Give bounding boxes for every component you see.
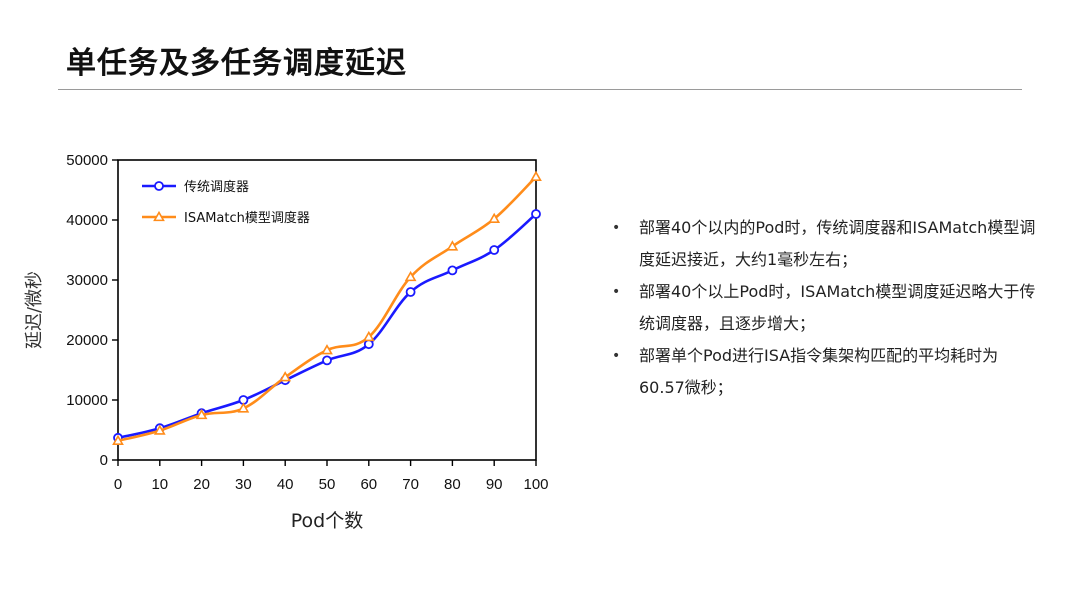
y-tick-label: 50000 [66, 152, 108, 169]
x-axis-title: Pod个数 [291, 510, 363, 532]
data-point [321, 344, 333, 355]
x-tick-label: 100 [523, 476, 548, 493]
series-2 [112, 170, 542, 445]
data-point [489, 245, 500, 255]
data-point [322, 355, 332, 366]
data-point [447, 265, 458, 276]
x-tick-label: 40 [277, 476, 294, 493]
x-tick-label: 10 [151, 476, 168, 493]
bullet-list: 部署40个以内的Pod时，传统调度器和ISAMatch模型调度延迟接近，大约1毫… [612, 212, 1042, 404]
y-tick-label: 20000 [66, 332, 108, 349]
slide-title: 单任务及多任务调度延迟 [66, 46, 407, 81]
data-point [405, 287, 416, 297]
x-tick-label: 60 [360, 476, 377, 493]
data-point [362, 330, 375, 342]
y-tick-label: 10000 [66, 392, 108, 409]
legend-label: 传统调度器 [184, 179, 249, 195]
bullet-item: 部署40个以内的Pod时，传统调度器和ISAMatch模型调度延迟接近，大约1毫… [612, 212, 1042, 276]
legend: 传统调度器 ISAMatch模型调度器 [142, 179, 310, 226]
y-tick-label: 30000 [66, 272, 108, 289]
y-tick-label: 40000 [66, 212, 108, 229]
data-point [530, 170, 542, 181]
data-point [404, 270, 417, 282]
x-tick-label: 80 [444, 476, 461, 493]
data-point [153, 424, 166, 435]
x-tick-label: 90 [486, 476, 503, 493]
data-point [195, 408, 208, 420]
x-tick-label: 50 [319, 476, 336, 493]
legend-marker [154, 181, 164, 191]
bullet-item: 部署40个以上Pod时，ISAMatch模型调度延迟略大于传统调度器，且逐步增大… [612, 276, 1042, 340]
data-point [279, 371, 292, 382]
x-tick-label: 0 [114, 476, 122, 493]
bullet-item: 部署单个Pod进行ISA指令集架构匹配的平均耗时为60.57微秒； [612, 340, 1042, 404]
data-point [112, 434, 124, 445]
data-point [237, 402, 250, 413]
x-tick-label: 20 [193, 476, 210, 493]
y-tick-label: 0 [100, 452, 108, 469]
data-point [488, 212, 501, 223]
plot-frame [117, 159, 537, 461]
x-tick-label: 30 [235, 476, 252, 493]
series-line [116, 175, 538, 443]
data-point [363, 339, 374, 350]
title-divider [58, 89, 1022, 90]
legend-label: ISAMatch模型调度器 [184, 210, 310, 226]
data-point [531, 209, 541, 219]
x-tick-label: 70 [402, 476, 419, 493]
data-point [446, 240, 459, 251]
series-line [116, 212, 538, 440]
legend-marker [153, 210, 165, 222]
y-axis-title: 延迟/微秒 [24, 271, 45, 349]
series-1 [113, 209, 541, 443]
